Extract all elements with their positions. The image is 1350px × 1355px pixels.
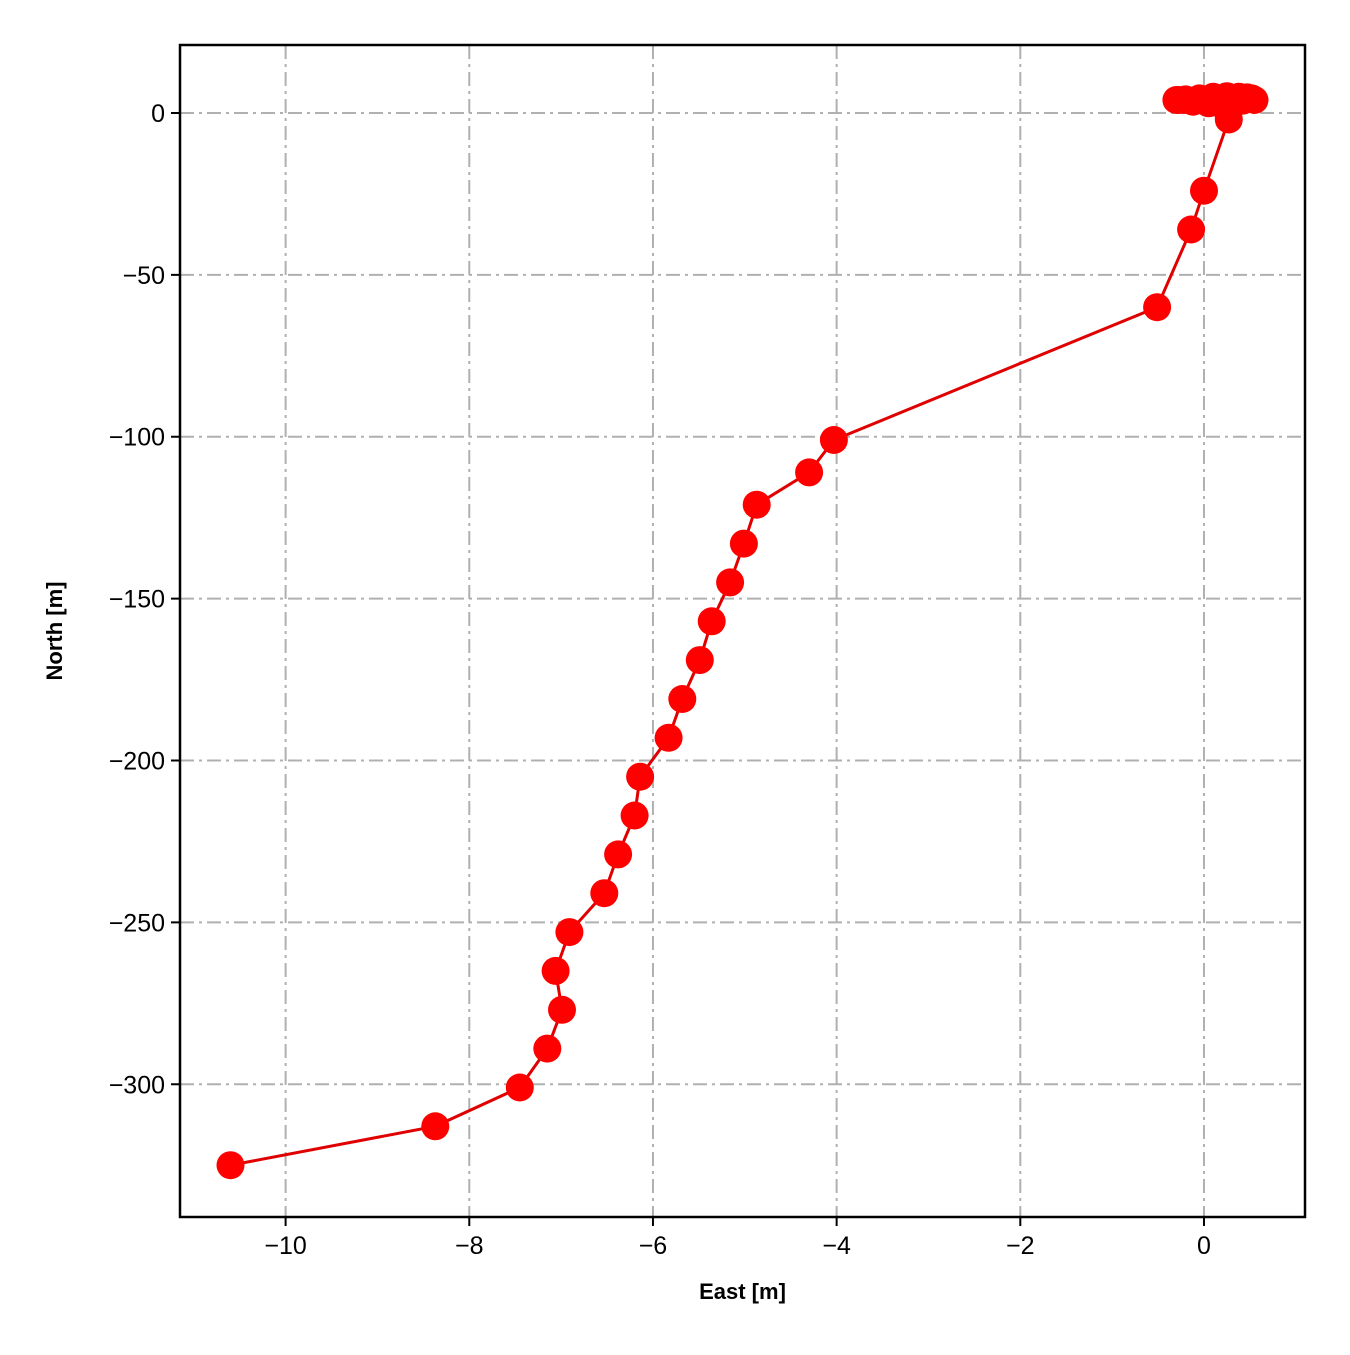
x-axis-title: East [m] — [699, 1279, 786, 1304]
plot-frame — [178, 43, 1307, 1219]
data-point — [548, 995, 576, 1024]
series-layer — [216, 82, 1269, 1180]
data-point — [668, 685, 697, 713]
data-point — [421, 1112, 450, 1141]
data-point — [620, 801, 649, 830]
data-point — [1143, 293, 1172, 322]
data-point — [697, 607, 726, 636]
data-point — [654, 723, 683, 752]
ticks-layer: −10 −8 −6 −4 −2 00−50−100−150−200−250−300 — [109, 100, 1211, 1260]
data-point — [505, 1073, 534, 1102]
data-point — [819, 426, 848, 454]
data-point — [555, 918, 584, 947]
data-point — [604, 840, 633, 869]
y-axis-title: North [m] — [42, 582, 67, 681]
data-point — [533, 1034, 562, 1063]
data-point — [1194, 85, 1223, 114]
y-tick-label: −50 — [123, 262, 165, 290]
x-tick-label: −6 — [639, 1232, 668, 1260]
data-point — [1177, 215, 1206, 244]
y-tick-label: −100 — [109, 424, 165, 452]
y-tick-label: 0 — [151, 100, 165, 128]
x-tick-label: −10 — [264, 1232, 306, 1260]
data-point — [795, 458, 824, 487]
data-point — [685, 646, 714, 675]
grid-layer — [180, 45, 1305, 1217]
data-point — [541, 956, 570, 985]
x-tick-label: −8 — [455, 1232, 484, 1260]
data-point — [590, 879, 619, 908]
data-point — [216, 1151, 245, 1180]
y-tick-label: −300 — [109, 1071, 165, 1099]
x-tick-label: −4 — [822, 1232, 851, 1260]
series-line — [230, 94, 1256, 1167]
y-tick-label: −200 — [109, 748, 165, 776]
x-tick-label: −2 — [1006, 1232, 1035, 1260]
data-point — [729, 529, 758, 558]
data-point — [716, 568, 745, 597]
data-point — [742, 490, 771, 519]
y-tick-label: −150 — [109, 586, 165, 614]
y-tick-label: −250 — [109, 909, 165, 937]
data-point — [1190, 176, 1218, 205]
x-tick-label: 0 — [1197, 1232, 1211, 1260]
data-point — [626, 762, 655, 791]
